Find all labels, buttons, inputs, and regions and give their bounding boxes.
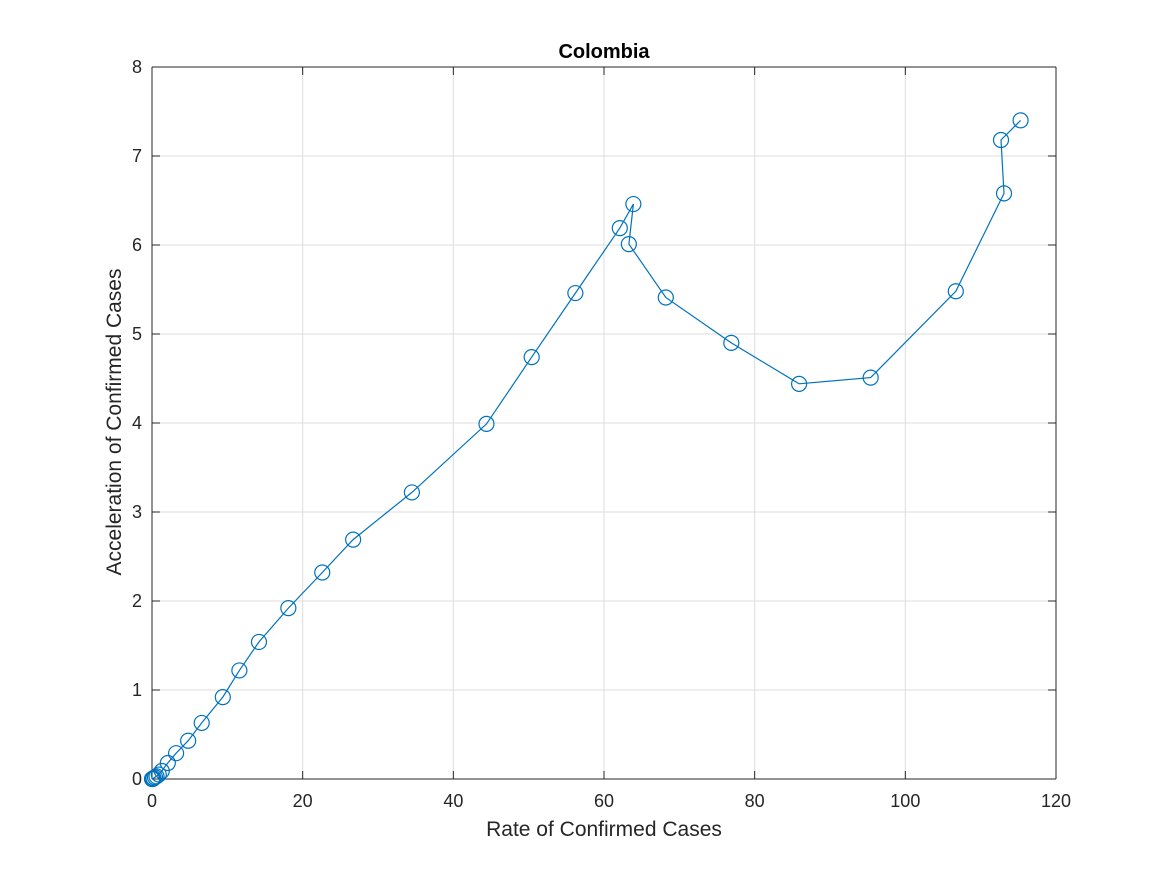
data-point: [144, 770, 161, 788]
data-point: [523, 349, 540, 366]
data-point: [314, 564, 331, 581]
data-point: [193, 714, 210, 732]
data-point: [791, 375, 808, 392]
data-point: [723, 334, 740, 351]
data-point: [657, 289, 674, 306]
x-tick-label: 20: [293, 791, 313, 811]
data-point: [620, 236, 637, 253]
data-point: [995, 185, 1013, 202]
y-tick-label: 6: [132, 235, 142, 255]
y-axis-ticks: 0 1 2 3 4 5 6 7 8: [132, 57, 1056, 789]
data-point: [862, 369, 879, 386]
y-tick-label: 1: [132, 680, 142, 700]
x-axis-ticks: 0 20 40 60 80 100 120: [147, 67, 1071, 811]
data-point: [250, 633, 268, 651]
data-point: [478, 415, 495, 432]
data-point: [146, 769, 164, 786]
data-point: [231, 662, 248, 679]
data-point: [403, 484, 420, 501]
data-point: [280, 600, 297, 617]
x-tick-label: 40: [443, 791, 463, 811]
x-tick-label: 60: [594, 791, 614, 811]
data-point: [992, 131, 1010, 149]
x-axis-label: Rate of Confirmed Cases: [486, 818, 722, 841]
y-tick-label: 5: [132, 324, 142, 344]
data-point: [345, 531, 362, 548]
data-point: [214, 689, 231, 706]
y-tick-label: 0: [132, 769, 142, 789]
data-point: [947, 283, 964, 300]
y-tick-label: 7: [132, 146, 142, 166]
data-point: [148, 768, 165, 785]
y-tick-label: 4: [132, 413, 142, 433]
y-tick-label: 8: [132, 57, 142, 77]
x-tick-label: 80: [745, 791, 765, 811]
x-tick-label: 0: [147, 791, 157, 811]
data-point: [1012, 112, 1029, 129]
grid: [151, 66, 1057, 780]
data-point: [168, 745, 185, 762]
data-point: [150, 766, 167, 783]
data-point: [625, 195, 642, 213]
chart-title: Colombia: [558, 41, 650, 63]
y-tick-label: 3: [132, 502, 142, 522]
y-tick-label: 2: [132, 591, 142, 611]
x-tick-label: 100: [890, 791, 920, 811]
data-point: [611, 219, 628, 237]
x-tick-label: 120: [1041, 791, 1071, 811]
data-point: [159, 754, 176, 772]
data-point: [567, 284, 584, 302]
data-point: [153, 762, 170, 780]
series: [143, 112, 1029, 788]
y-axis-label: Acceleration of Confirmed Cases: [103, 269, 126, 576]
data-point: [180, 732, 197, 749]
